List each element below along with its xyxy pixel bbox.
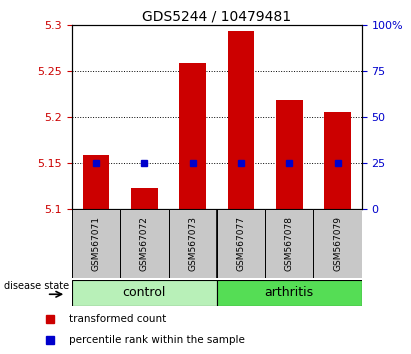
Bar: [83, 155, 109, 209]
Text: percentile rank within the sample: percentile rank within the sample: [69, 335, 245, 345]
Bar: [265, 209, 314, 278]
Bar: [324, 112, 351, 209]
Text: GSM567073: GSM567073: [188, 216, 197, 271]
Bar: [120, 209, 169, 278]
Text: GSM567078: GSM567078: [285, 216, 294, 271]
Text: control: control: [122, 286, 166, 299]
Text: transformed count: transformed count: [69, 314, 166, 324]
Bar: [72, 209, 120, 278]
Text: GSM567079: GSM567079: [333, 216, 342, 271]
Text: GSM567077: GSM567077: [236, 216, 245, 271]
Text: arthritis: arthritis: [265, 286, 314, 299]
Text: GSM567072: GSM567072: [140, 216, 149, 271]
Bar: [314, 209, 362, 278]
Bar: [228, 31, 254, 209]
Title: GDS5244 / 10479481: GDS5244 / 10479481: [142, 10, 291, 24]
Bar: [131, 188, 158, 209]
Bar: [169, 209, 217, 278]
Text: GSM567071: GSM567071: [92, 216, 101, 271]
Bar: [276, 100, 302, 209]
Bar: [217, 209, 265, 278]
Bar: [72, 280, 217, 306]
Bar: [217, 280, 362, 306]
Bar: [179, 63, 206, 209]
Text: disease state: disease state: [4, 281, 69, 291]
